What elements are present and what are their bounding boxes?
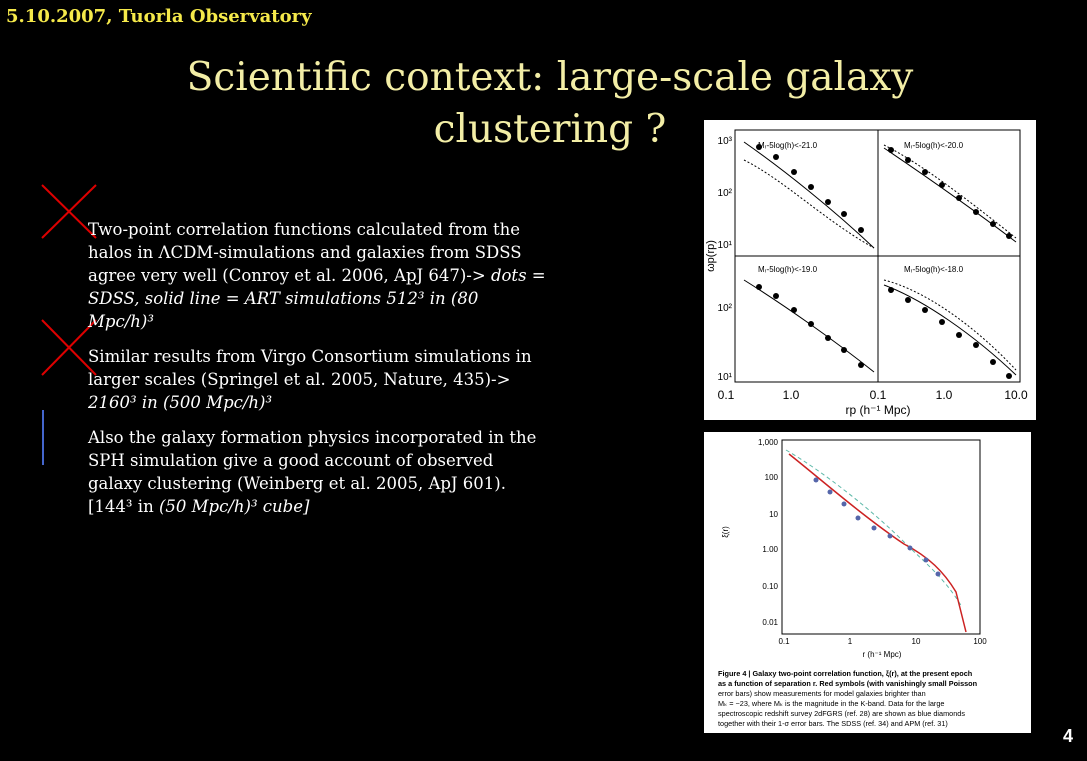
- title-line: clustering ?: [433, 107, 667, 152]
- x-tick-label: 0.1: [778, 637, 790, 646]
- y-axis-label: ξ(r): [721, 526, 730, 538]
- plot-frame: [781, 439, 981, 635]
- y-axis-label: ωp(rp): [705, 240, 717, 272]
- bullet: Also the galaxy formation physics incorp…: [88, 426, 548, 518]
- model-curve: [785, 449, 963, 608]
- bullet-italic: 2160³ in (500 Mpc/h)³: [88, 393, 273, 412]
- y-tick-label: 100: [765, 473, 779, 482]
- x-axis-label: r (h⁻¹ Mpc): [863, 650, 902, 659]
- bullet-text: Similar results from Virgo Consortium si…: [88, 347, 532, 389]
- bullet-text: Also the galaxy formation physics incorp…: [88, 428, 537, 516]
- figure-1: Mᵣ-5log(h)<-21.0 Mᵣ-5log(h)<-20.0 Mᵣ-5lo…: [704, 120, 1036, 420]
- x-marker: [41, 319, 97, 376]
- x-tick-label: 10.0: [1004, 388, 1028, 402]
- bullet-markers: [41, 184, 97, 465]
- panel-frames: [734, 129, 1021, 383]
- x-axis-label: rp (h⁻¹ Mpc): [845, 403, 910, 417]
- figure-1-plot: Mᵣ-5log(h)<-21.0 Mᵣ-5log(h)<-20.0 Mᵣ-5lo…: [705, 129, 1028, 417]
- panel-label: Mᵣ-5log(h)<-20.0: [904, 141, 964, 150]
- y-tick-label: 10²: [718, 303, 733, 314]
- x-tick-label: 0.1: [870, 388, 887, 402]
- x-tick-label: 1.0: [783, 388, 800, 402]
- caption-line: error bars) show measurements for model …: [718, 689, 926, 698]
- y-tick-label: 1,000: [758, 438, 779, 447]
- panel-label: Mᵣ-5log(h)<-21.0: [758, 141, 818, 150]
- bullet-italic: dots = SDSS, solid line = ART simulation…: [88, 266, 546, 331]
- panel-label: Mᵣ-5log(h)<-18.0: [904, 265, 964, 274]
- bullet-list: Two-point correlation functions calculat…: [88, 218, 548, 530]
- bullet: Two-point correlation functions calculat…: [88, 218, 548, 333]
- model-curve: [788, 453, 967, 633]
- bullet-italic: (50 Mpc/h)³ cube]: [158, 497, 310, 516]
- caption-line: as a function of separation r. Red symbo…: [718, 679, 977, 688]
- panel-label: Mᵣ-5log(h)<-19.0: [758, 265, 818, 274]
- data-diamonds: [813, 477, 941, 577]
- x-tick-label: 1: [848, 637, 853, 646]
- x-marker: [41, 184, 97, 239]
- bullet-text: Two-point correlation functions calculat…: [88, 220, 522, 285]
- x-tick-label: 100: [973, 637, 987, 646]
- caption-line: spectroscopic redshift survey 2dFGRS (re…: [718, 709, 965, 718]
- y-tick-label: 10²: [718, 188, 733, 199]
- caption: Figure 4 | Galaxy two-point correlation …: [718, 669, 977, 728]
- page-number: 4: [1062, 726, 1073, 746]
- x-tick-label: 0.1: [718, 388, 735, 402]
- bullet: Similar results from Virgo Consortium si…: [88, 345, 548, 414]
- figure-2: 1,000 100 10 1.00 0.10 0.01 0.1 1 10 100…: [704, 432, 1031, 733]
- caption-line: together with their 1-σ error bars. The …: [718, 719, 948, 728]
- caption-line: Figure 4 | Galaxy two-point correlation …: [718, 669, 972, 678]
- caption-line: Mₖ = −23, where Mₖ is the magnitude in t…: [718, 699, 944, 708]
- figure-2-plot: 1,000 100 10 1.00 0.10 0.01 0.1 1 10 100…: [718, 438, 987, 728]
- x-tick-label: 10: [912, 637, 921, 646]
- y-tick-label: 10¹: [718, 240, 733, 251]
- y-tick-label: 10³: [718, 136, 733, 147]
- model-curves: [743, 141, 1017, 376]
- y-tick-label: 10¹: [718, 372, 733, 383]
- data-dots: [756, 144, 1012, 379]
- y-tick-label: 10: [769, 510, 778, 519]
- x-tick-label: 1.0: [936, 388, 953, 402]
- y-tick-label: 1.00: [762, 545, 778, 554]
- slide-title: Scientific context: large-scale galaxy c…: [120, 52, 980, 156]
- header: 5.10.2007, Tuorla Observatory: [6, 6, 312, 27]
- y-tick-label: 0.01: [762, 618, 778, 627]
- title-line: Scientific context: large-scale galaxy: [186, 55, 914, 100]
- y-tick-label: 0.10: [762, 582, 778, 591]
